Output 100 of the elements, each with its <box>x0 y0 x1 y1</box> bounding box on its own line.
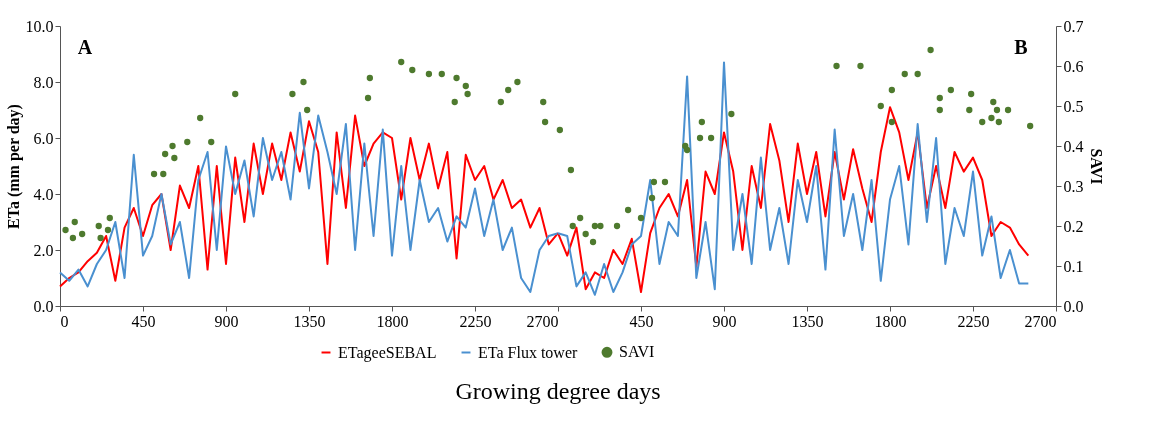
x-tick-label: 1800 <box>376 312 409 330</box>
point <box>556 126 564 134</box>
point <box>169 142 176 150</box>
point <box>567 166 575 174</box>
y2-tick-label: 0.3 <box>1063 177 1084 195</box>
y-tick-label: 6.0 <box>33 129 54 147</box>
point <box>104 226 112 234</box>
point <box>366 74 374 82</box>
point <box>184 138 191 146</box>
x-tick-label: 1800 <box>874 312 907 330</box>
point <box>425 70 433 78</box>
y2-tick-label: 0.5 <box>1063 97 1084 115</box>
point <box>71 218 78 226</box>
point <box>728 110 735 118</box>
point <box>966 106 973 114</box>
point <box>988 114 995 122</box>
point <box>1027 122 1034 130</box>
x-tick-label: 2250 <box>459 312 492 330</box>
point <box>877 102 884 110</box>
point <box>497 98 504 106</box>
point <box>569 222 576 230</box>
point <box>95 222 102 230</box>
x-tick-label: 2250 <box>957 312 990 330</box>
legend-label: ETageeSEBAL <box>338 343 437 362</box>
point <box>995 118 1002 126</box>
point <box>78 230 86 238</box>
point <box>936 106 943 114</box>
point <box>888 118 896 126</box>
y2-axis-title: SAVI <box>1087 148 1105 185</box>
y-tick-label: 8.0 <box>33 73 54 91</box>
point <box>232 90 239 98</box>
legend-label: ETa Flux tower <box>478 343 578 361</box>
point <box>364 94 372 102</box>
y2-tick-label: 0.6 <box>1063 57 1084 75</box>
point <box>914 70 921 78</box>
point <box>936 94 943 102</box>
point <box>888 86 896 94</box>
point <box>901 70 908 78</box>
point <box>707 134 715 142</box>
point <box>106 214 113 222</box>
x-tick-label: 2700 <box>526 312 559 330</box>
point <box>993 106 1001 114</box>
point <box>967 90 975 98</box>
point <box>589 238 597 246</box>
point <box>1004 106 1012 114</box>
point <box>197 114 204 122</box>
y2-tick-label: 0.1 <box>1063 257 1084 275</box>
y-tick-label: 2.0 <box>33 241 54 259</box>
point <box>650 178 658 186</box>
point <box>696 134 704 142</box>
y2-tick-label: 0.2 <box>1063 217 1084 235</box>
y2-tick-label: 0.7 <box>1063 17 1084 35</box>
x-tick-label: 2700 <box>1024 312 1057 330</box>
point <box>451 98 458 106</box>
point <box>648 194 656 202</box>
y-axis-title: ETa (mm per day) <box>4 104 23 229</box>
y2-tick-label: 0.0 <box>1063 297 1084 315</box>
point <box>161 150 169 158</box>
point <box>927 46 934 54</box>
point <box>303 106 311 114</box>
point <box>637 214 645 222</box>
point <box>97 234 104 242</box>
point <box>591 222 599 230</box>
point <box>683 146 691 154</box>
y-tick-label: 10.0 <box>25 17 54 35</box>
x-tick-label: 450 <box>629 312 654 330</box>
point <box>947 86 955 94</box>
point <box>409 66 416 74</box>
point <box>514 78 521 86</box>
x-tick-label: 1350 <box>293 312 326 330</box>
point <box>438 70 445 78</box>
x-axis-title: Growing degree days <box>455 378 661 404</box>
point <box>613 222 621 230</box>
point <box>62 226 69 234</box>
annotation: A <box>77 36 93 58</box>
point <box>150 170 158 178</box>
point <box>171 154 178 162</box>
point <box>661 178 669 186</box>
y2-tick-label: 0.4 <box>1063 137 1084 155</box>
point <box>833 62 840 70</box>
point <box>289 90 296 98</box>
point <box>398 58 405 66</box>
point <box>540 98 547 106</box>
point <box>462 82 469 90</box>
point <box>857 62 864 70</box>
y-tick-label: 0.0 <box>33 297 54 315</box>
x-tick-label: 900 <box>712 312 737 330</box>
legend-label: SAVI <box>619 343 655 361</box>
y-tick-label: 4.0 <box>33 185 54 203</box>
point <box>464 90 471 98</box>
x-tick-label: 900 <box>214 312 239 330</box>
point <box>69 234 77 242</box>
point <box>576 214 584 222</box>
point <box>208 138 215 146</box>
x-tick-label: 450 <box>131 312 156 330</box>
point <box>624 206 632 214</box>
point <box>990 98 997 106</box>
point <box>541 118 549 126</box>
point <box>597 222 604 230</box>
point <box>505 86 512 94</box>
